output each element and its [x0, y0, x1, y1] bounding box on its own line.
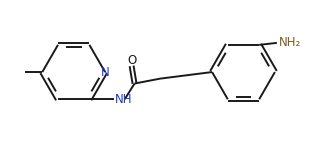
Text: NH: NH — [115, 93, 132, 106]
Text: O: O — [127, 54, 136, 68]
Text: N: N — [101, 66, 110, 79]
Text: NH₂: NH₂ — [279, 36, 301, 49]
